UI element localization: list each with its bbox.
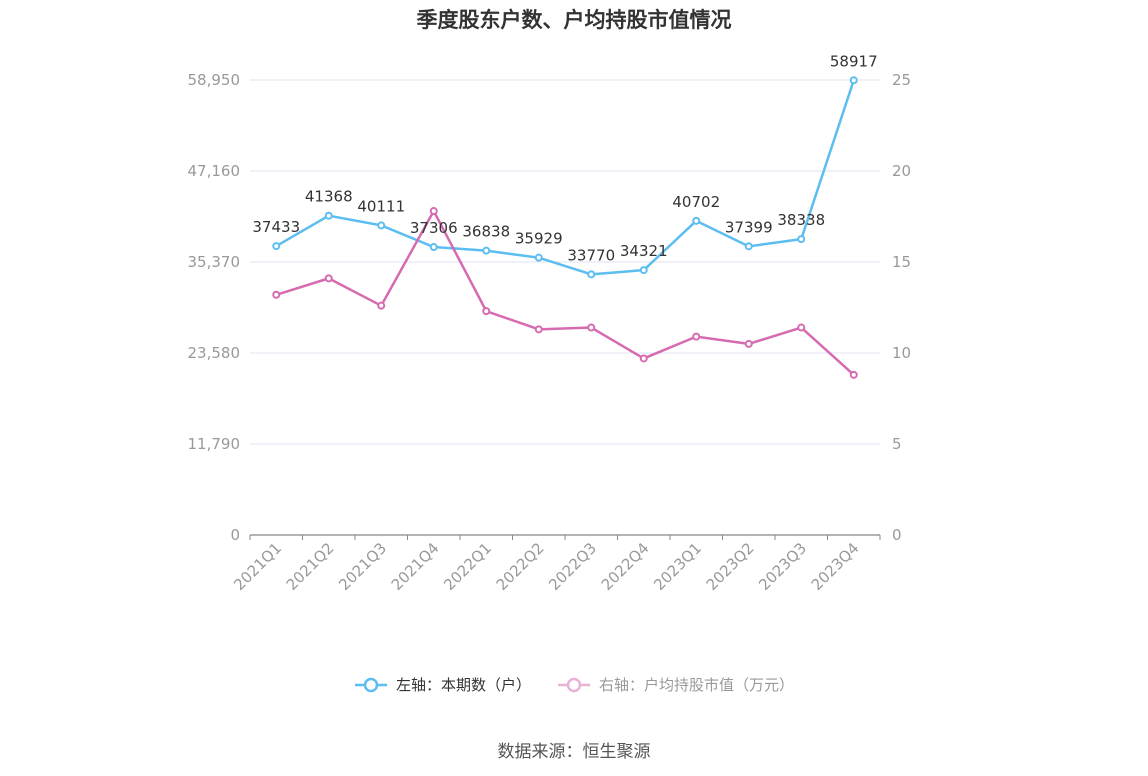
right-series-point [849,370,858,379]
legend-label-right: 右轴：户均持股市值（万元） [599,676,795,694]
right-axis-tick-label: 20 [892,162,911,180]
x-axis-tick-label: 2022Q4 [598,539,653,594]
legend-label-left: 左轴：本期数（户） [395,676,531,694]
right-axis-tick-label: 0 [892,526,902,544]
left-series-point [324,211,333,220]
left-series-point [797,235,806,244]
x-axis-tick-label: 2023Q4 [808,539,863,594]
x-axis-tick-label: 2023Q2 [703,539,758,594]
legend-marker-blue-icon [354,677,387,692]
legend-item-left-axis[interactable]: 左轴：本期数（户） [354,674,531,695]
data-label: 58917 [830,52,878,70]
left-axis-tick-label: 23,580 [188,344,241,362]
right-series-line [275,209,855,376]
legend-marker-pink-icon [558,677,590,692]
chart-title: 季度股东户数、户均持股市值情况 [416,8,732,32]
left-series-point [377,221,386,230]
data-label: 34321 [620,242,668,260]
right-series-point [272,290,281,299]
data-label: 40702 [672,193,720,211]
left-series-point [534,253,543,262]
left-axis-tick-label: 0 [230,526,240,544]
right-series-point [692,332,701,341]
right-series-point [377,301,386,310]
left-axis-tick-label: 11,790 [188,435,241,453]
left-series-line [275,79,855,276]
right-series-point [324,274,333,283]
right-axis-tick-label: 15 [892,253,911,271]
axes: 0 0 11,790 5 23,580 10 35,370 15 47,160 20 58,950 2… [188,71,912,594]
data-label: 36838 [462,223,510,241]
right-axis-tick-label: 5 [892,435,902,453]
grid-lines [250,79,880,445]
x-axis-tick-label: 2022Q1 [440,539,495,594]
series-lines [272,76,858,379]
data-source: 数据来源：恒生聚源 [497,742,651,762]
x-axis-tick-label: 2021Q1 [230,539,285,594]
right-series-point [534,325,543,334]
left-axis-tick-label: 47,160 [188,162,241,180]
right-series-point [482,307,491,316]
right-series-point [639,354,648,363]
data-label: 35929 [515,230,563,248]
right-series-point [744,339,753,348]
right-axis-tick-label: 10 [892,344,911,362]
left-axis-tick-label: 35,370 [188,253,241,271]
right-series-point [587,323,596,332]
left-series-point [482,246,491,255]
data-label: 37433 [252,218,300,236]
data-label: 33770 [567,246,615,264]
x-axis-tick-label: 2022Q2 [493,539,548,594]
x-axis-tick-label: 2023Q1 [650,539,705,594]
left-series-point [692,216,701,225]
x-axis-tick-label: 2021Q4 [388,539,443,594]
x-axis-tick-label: 2022Q3 [545,539,600,594]
x-axis-tick-label: 2023Q3 [755,539,810,594]
right-axis-tick-label: 25 [892,71,911,89]
data-label: 41368 [305,188,353,206]
left-series-point [849,76,858,85]
legend: 左轴：本期数（户） 右轴：户均持股市值（万元） [0,674,1148,695]
left-series-point [429,243,438,252]
left-series-point [272,242,281,251]
right-series-point [797,323,806,332]
left-series-point [744,242,753,251]
legend-item-right-axis[interactable]: 右轴：户均持股市值（万元） [557,674,794,695]
left-axis-tick-label: 58,950 [188,71,241,89]
data-label: 38338 [777,211,825,229]
left-series-point [587,270,596,279]
right-series-point [429,207,438,216]
data-label: 37399 [725,218,773,236]
left-series-point [639,266,648,275]
x-axis-tick-label: 2021Q3 [335,539,390,594]
data-label: 40111 [357,197,405,215]
x-axis-tick-label: 2021Q2 [283,539,338,594]
data-label: 37306 [410,219,458,237]
